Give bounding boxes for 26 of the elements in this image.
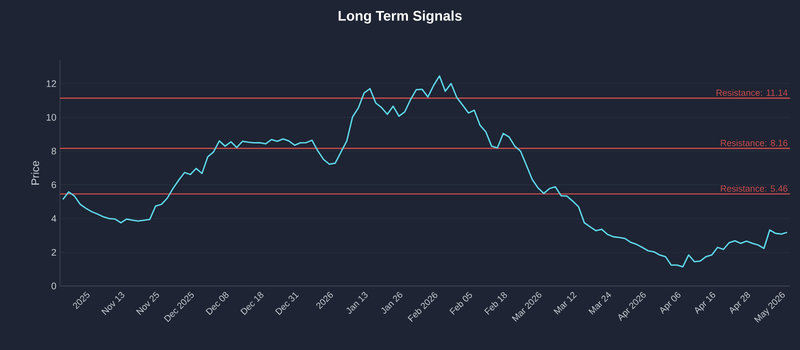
y-tick-label: 0 bbox=[52, 282, 56, 290]
x-tick-label: Apr 06 bbox=[660, 292, 680, 314]
ref-line-label: Resistance: 11.14 bbox=[716, 89, 788, 96]
chart-title: Long Term Signals bbox=[338, 10, 462, 24]
y-tick-label: 2 bbox=[52, 248, 56, 256]
x-tick-label: Feb 05 bbox=[449, 292, 472, 315]
ref-line-label: Resistance: 5.46 bbox=[720, 185, 788, 192]
y-tick-label: 4 bbox=[51, 215, 56, 222]
y-axis-title: Price bbox=[31, 161, 40, 185]
x-tick-label: Dec 08 bbox=[206, 292, 229, 315]
x-tick-label: Apr 28 bbox=[730, 292, 750, 314]
x-tick-label: Mar 24 bbox=[588, 292, 612, 315]
x-tick-label: Jan 13 bbox=[346, 292, 368, 314]
x-tick-label: Apr 16 bbox=[694, 292, 716, 314]
ref-line-label: Resistance: 8.16 bbox=[720, 140, 788, 146]
y-tick-label: 8 bbox=[52, 148, 56, 154]
x-tick-label: Nov 25 bbox=[136, 292, 160, 315]
x-tick-label: Dec 31 bbox=[275, 292, 299, 315]
x-tick-label: Dec 18 bbox=[240, 292, 264, 315]
y-tick-label: 6 bbox=[52, 181, 56, 188]
x-tick-label: Nov 13 bbox=[101, 292, 124, 315]
x-tick-label: Feb 18 bbox=[484, 292, 507, 315]
x-tick-label: Jan 26 bbox=[381, 292, 402, 314]
y-tick-label: 12 bbox=[46, 80, 56, 87]
y-tick-label: 10 bbox=[46, 114, 56, 121]
x-tick-label: Mar 12 bbox=[554, 292, 577, 315]
